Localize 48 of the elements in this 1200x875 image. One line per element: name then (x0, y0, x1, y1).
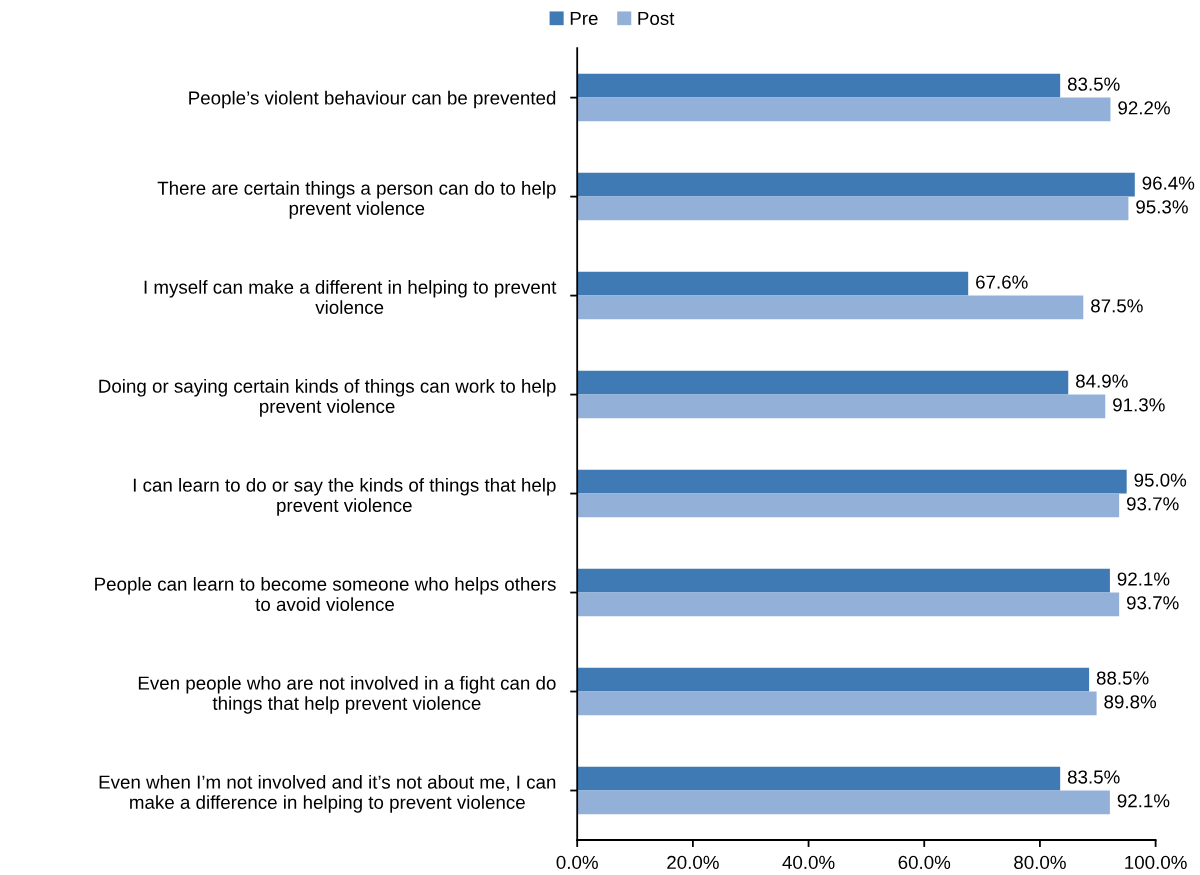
bar (577, 469, 1127, 494)
y-tick-label: Doing or saying certain kinds of things can work to help prevent violence (99, 379, 556, 417)
bar (577, 394, 1106, 419)
data-label: 93.7% (1126, 596, 1179, 610)
data-label: 95.3% (1136, 200, 1188, 214)
data-label: 95.0% (1134, 473, 1187, 487)
bar (577, 172, 1135, 197)
data-label: 92.1% (1117, 572, 1170, 586)
data-label: 87.5% (1091, 299, 1143, 313)
y-tick-label: People can learn to become someone who helps others to avoid violence (95, 577, 556, 611)
bar (577, 568, 1110, 593)
bar (577, 667, 1090, 692)
bar (577, 592, 1120, 617)
data-label: 84.9% (1076, 374, 1128, 388)
x-tick-label: 80.0% (1014, 855, 1066, 870)
bar (577, 790, 1110, 815)
bar (577, 370, 1069, 395)
bar (577, 766, 1061, 791)
y-tick-label: Even when I’m not involved and it’s not about me, I can make a difference in helping to prevent violence (99, 774, 556, 813)
bar (577, 196, 1129, 221)
y-tick-label: There are certain things a person can do to help prevent violence (157, 181, 556, 219)
y-tick-label: People’s violent behaviour can be prevented (189, 90, 556, 109)
data-label: 83.5% (1067, 77, 1120, 91)
data-label: 88.5% (1096, 671, 1149, 685)
x-tick-label: 60.0% (898, 855, 951, 870)
data-label: 91.3% (1113, 398, 1165, 412)
x-tick-label: 0.0% (556, 855, 598, 870)
x-tick-label: 20.0% (667, 855, 719, 870)
y-tick-label: I myself can make a different in helping to prevent violence (144, 280, 557, 315)
bar (577, 271, 969, 296)
data-label: 93.7% (1126, 497, 1179, 511)
data-label: 92.2% (1118, 101, 1170, 115)
data-label: 92.1% (1117, 794, 1170, 808)
y-tick-label: I can learn to do or say the kinds of things that help prevent violence (133, 478, 556, 516)
bar (577, 97, 1111, 122)
bar (577, 73, 1061, 98)
y-tick-label: Even people who are not involved in a fight can do things that help prevent violence (138, 675, 556, 714)
legend-label: Post (638, 11, 675, 26)
bar (577, 295, 1084, 320)
data-label: 83.5% (1067, 770, 1120, 784)
x-tick-label: 40.0% (782, 855, 835, 870)
x-tick-label: 100.0% (1125, 855, 1187, 870)
bar (577, 493, 1120, 518)
data-label: 89.8% (1104, 695, 1157, 709)
data-label: 96.4% (1142, 176, 1195, 190)
data-label: 67.6% (976, 275, 1028, 289)
bar (577, 691, 1097, 716)
legend-label: Pre (570, 11, 598, 26)
